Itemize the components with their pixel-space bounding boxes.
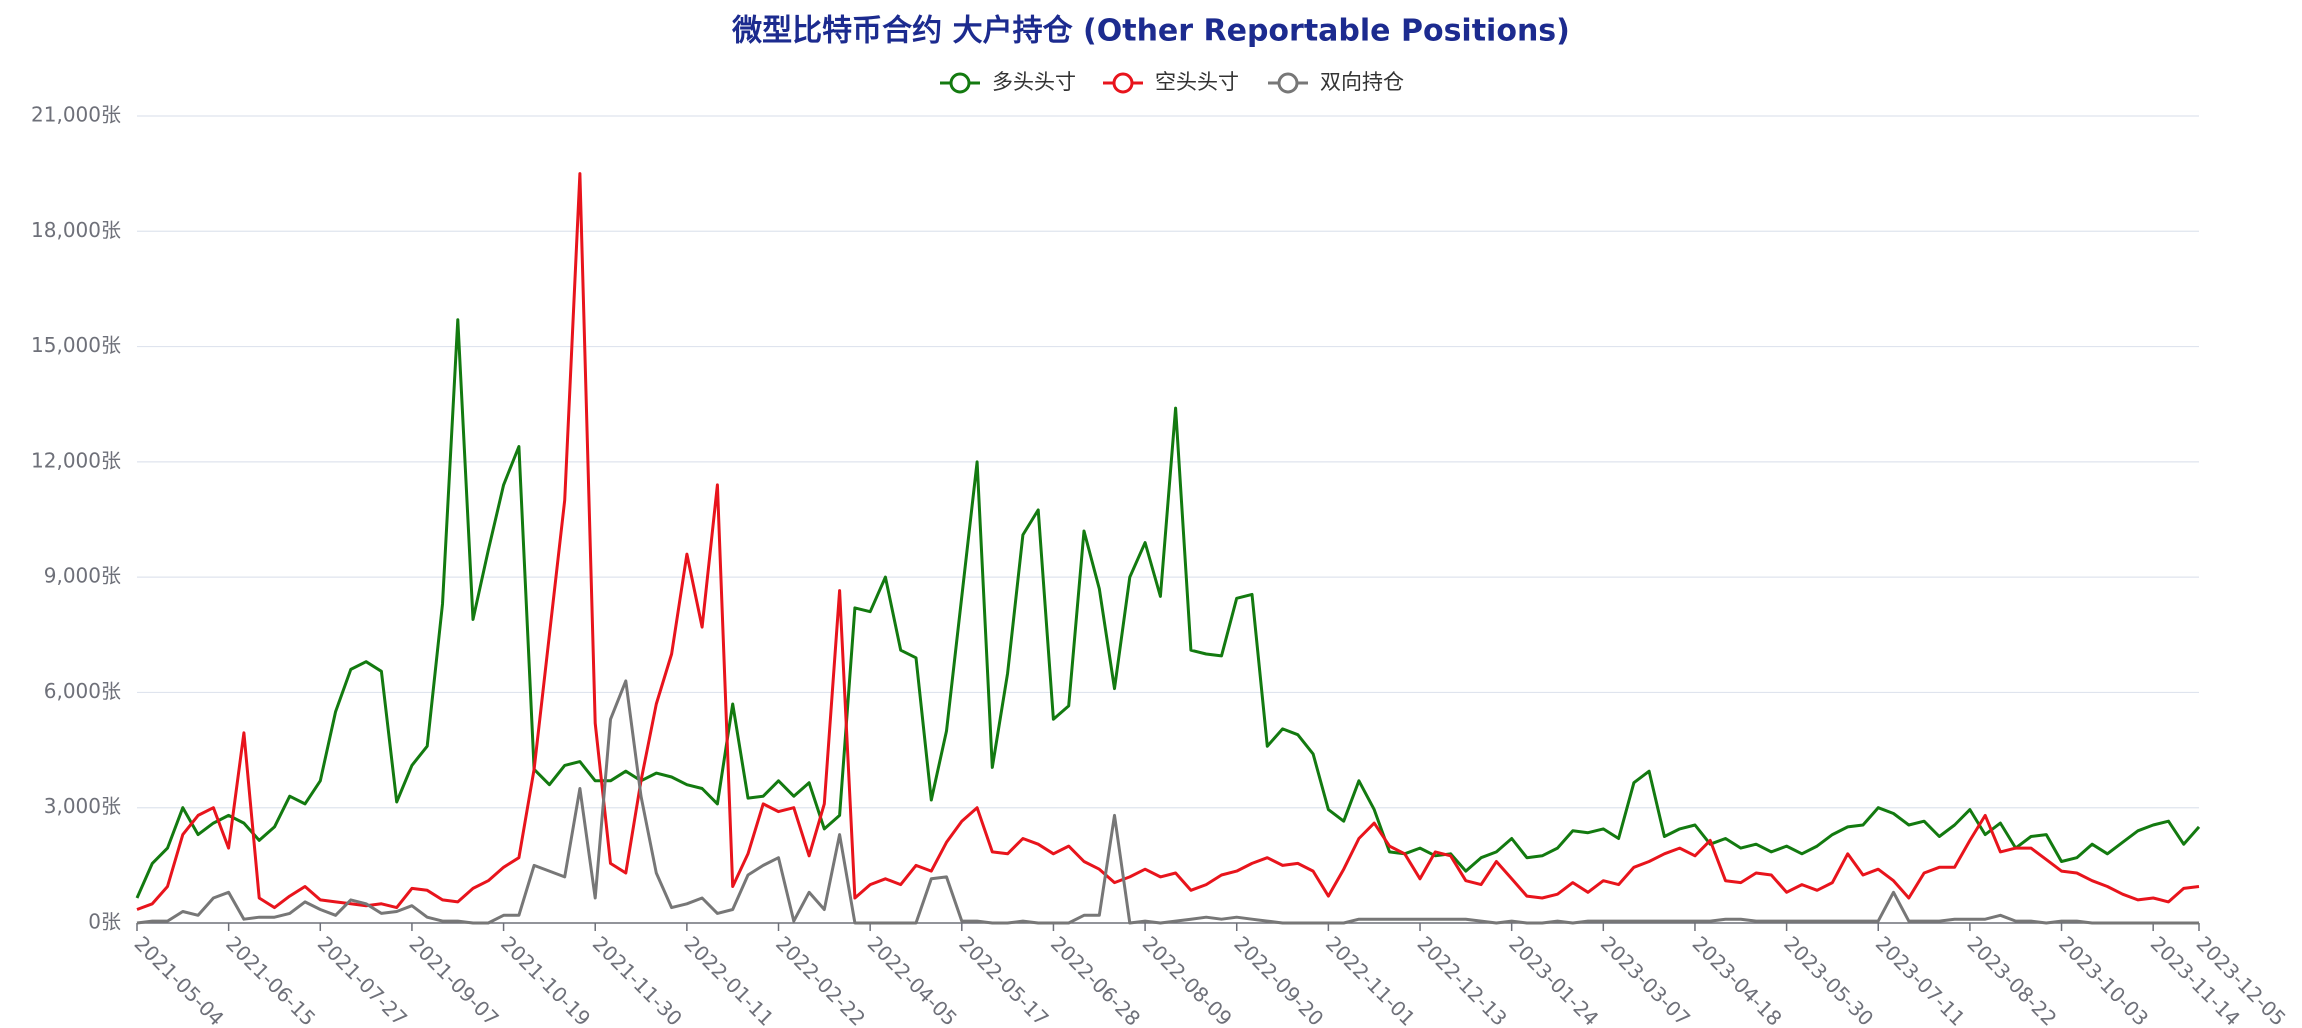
x-tick-label: 2023-10-03 [2054,931,2153,1028]
x-tick-label: 2023-08-22 [1962,931,2061,1028]
legend-label[interactable]: 双向持仓 [1320,70,1404,94]
x-tick-label: 2023-04-18 [1688,931,1787,1028]
x-tick-label: 2022-04-05 [863,931,962,1028]
x-tick-label: 2023-03-07 [1596,931,1695,1028]
x-tick-label: 2022-12-13 [1413,931,1512,1028]
x-tick-label: 2023-07-11 [1871,931,1970,1028]
series-line [136,679,2199,925]
y-tick-label: 18,000张 [31,218,121,242]
y-tick-label: 3,000张 [44,794,121,818]
x-tick-label: 2021-05-04 [130,931,229,1028]
x-tick-label: 2021-06-15 [221,931,320,1028]
x-tick-label: 2022-05-17 [954,931,1053,1028]
legend-marker[interactable] [1277,72,1299,94]
y-tick-label: 0张 [88,910,121,934]
y-tick-label: 15,000张 [31,333,121,357]
chart-title: 微型比特币合约 大户持仓 (Other Reportable Positions… [731,14,1570,49]
x-tick-label: 2022-01-11 [679,931,778,1028]
x-tick-label: 2023-01-24 [1504,931,1603,1028]
y-tick-label: 12,000张 [31,448,121,472]
legend-label[interactable]: 空头头寸 [1155,70,1239,94]
legend-label[interactable]: 多头头寸 [992,70,1076,94]
x-tick-label: 2022-11-01 [1321,931,1420,1028]
series-line [136,172,2200,911]
x-tick-label: 2022-09-20 [1229,931,1328,1028]
x-tick-label: 2022-02-22 [771,931,870,1028]
series-line [135,318,2201,899]
x-tick-label: 2021-09-07 [405,931,504,1028]
y-tick-label: 21,000张 [31,103,121,127]
x-tick-label: 2022-08-09 [1138,931,1237,1028]
x-tick-label: 2021-07-27 [313,931,412,1028]
y-tick-label: 6,000张 [44,679,121,703]
x-tick-label: 2023-05-30 [1779,931,1878,1028]
x-tick-label: 2022-06-28 [1046,931,1145,1028]
legend-marker[interactable] [949,72,971,94]
x-tick-label: 2021-10-19 [496,931,595,1028]
y-tick-label: 9,000张 [44,564,121,588]
legend-marker[interactable] [1112,72,1134,94]
x-tick-label: 2021-11-30 [588,931,687,1028]
